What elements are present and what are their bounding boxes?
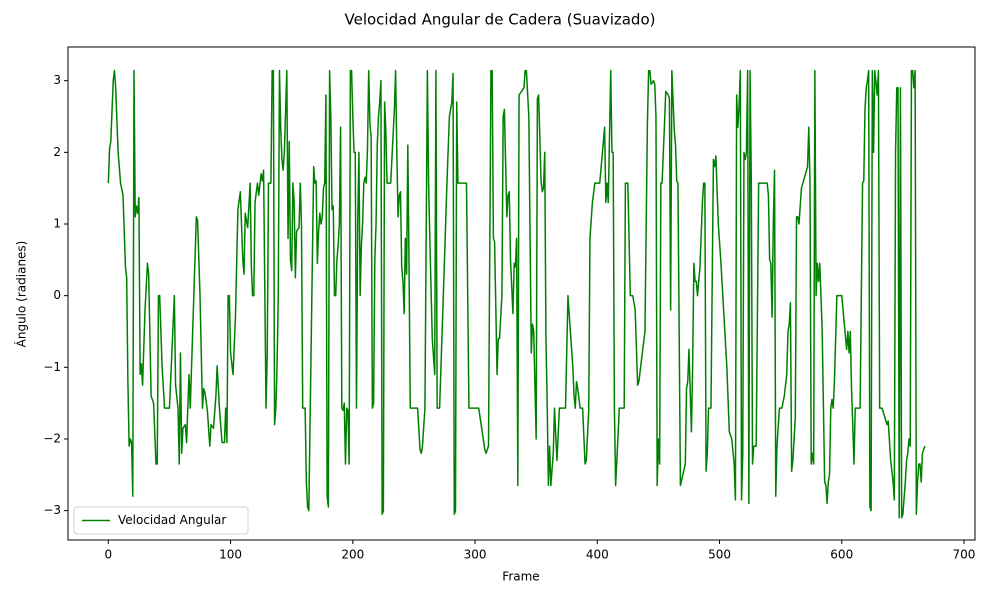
legend-label: Velocidad Angular: [118, 513, 226, 527]
y-axis-label: Ángulo (radianes): [14, 241, 29, 348]
chart-title: Velocidad Angular de Cadera (Suavizado): [345, 11, 656, 29]
legend: Velocidad Angular: [73, 506, 249, 535]
plot-frame: [67, 46, 976, 541]
y-tick-label: −1: [43, 360, 61, 374]
x-tick-label: 600: [830, 548, 853, 562]
x-tick-label: 700: [953, 548, 976, 562]
y-tick-label: −3: [43, 503, 61, 517]
y-tick-label: 1: [53, 216, 61, 230]
x-tick-label: 400: [586, 548, 609, 562]
data-line: [107, 69, 926, 519]
legend-box: [73, 506, 249, 535]
y-tick-label: 2: [53, 145, 61, 159]
x-tick-label: 0: [105, 548, 113, 562]
y-tick-label: 0: [53, 288, 61, 302]
x-tick-label: 500: [708, 548, 731, 562]
y-tick-label: 3: [53, 73, 61, 87]
x-tick-label: 300: [464, 548, 487, 562]
x-tick-label: 100: [219, 548, 242, 562]
x-axis-label: Frame: [502, 570, 539, 584]
x-tick-label: 200: [341, 548, 364, 562]
y-tick-label: −2: [43, 431, 61, 445]
